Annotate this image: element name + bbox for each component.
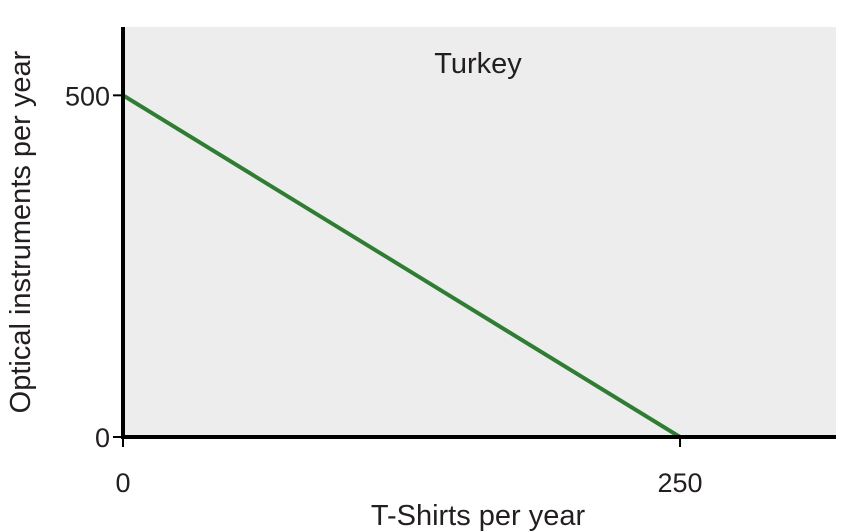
series-line-0 <box>121 93 682 439</box>
y-axis-label: Optical instruments per year <box>5 50 37 413</box>
chart-title: Turkey <box>434 48 522 80</box>
ticks-layer: 0 250 0 500 <box>65 81 703 498</box>
x-tick-label: 250 <box>658 468 703 498</box>
series-layer <box>121 93 682 439</box>
y-tick-label: 0 <box>95 423 110 453</box>
plot-area <box>123 27 836 437</box>
x-tick-label: 0 <box>115 468 130 498</box>
y-tick-label: 500 <box>65 81 110 111</box>
x-axis-label: T-Shirts per year <box>371 500 586 532</box>
